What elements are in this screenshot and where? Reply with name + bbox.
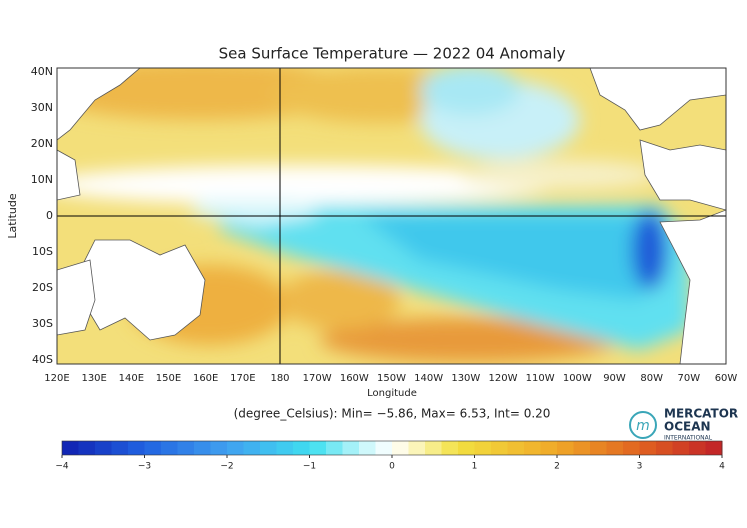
y-tick-label: 30N — [31, 101, 53, 114]
x-tick-label: 120W — [489, 373, 518, 384]
x-tick-label: 180 — [270, 373, 289, 384]
colorbar-swatch — [359, 441, 376, 455]
colorbar-swatch — [441, 441, 459, 455]
logo-glyph: m — [636, 418, 650, 434]
colorbar-swatch — [491, 441, 508, 455]
y-tick-label: 10S — [32, 245, 53, 258]
logo: m MERCATOR OCEAN INTERNATIONAL — [629, 407, 738, 442]
colorbar-swatch — [425, 441, 442, 455]
colorbar-tick-label: −1 — [303, 462, 316, 472]
y-tick-label: 40N — [31, 65, 53, 78]
y-tick-label: 20S — [32, 281, 53, 294]
colorbar-swatch — [392, 441, 409, 455]
colorbar-swatch — [458, 441, 475, 455]
x-tick-label: 110W — [526, 373, 555, 384]
x-tick-label: 170E — [230, 373, 255, 384]
colorbar-swatch — [557, 441, 574, 455]
y-tick-label: 10N — [31, 173, 53, 186]
x-tick-label: 140E — [119, 373, 144, 384]
colorbar-swatch — [227, 441, 244, 455]
x-tick-label: 150W — [377, 373, 406, 384]
stats-caption: (degree_Celsius): Min= −5.86, Max= 6.53,… — [234, 407, 551, 421]
colorbar-swatch — [606, 441, 624, 455]
x-tick-label: 150E — [156, 373, 181, 384]
colorbar-swatch — [177, 441, 195, 455]
y-tick-label: 0 — [46, 209, 53, 222]
colorbar-swatch — [293, 441, 310, 455]
colorbar-swatch — [194, 441, 211, 455]
colorbar-swatch — [573, 441, 591, 455]
colorbar-swatch — [326, 441, 343, 455]
colorbar-swatch — [540, 441, 558, 455]
colorbar-swatch — [260, 441, 277, 455]
colorbar-tick-label: −4 — [55, 462, 69, 472]
colorbar-tick-label: 0 — [389, 462, 395, 472]
colorbar-tick-label: 4 — [719, 462, 725, 472]
x-tick-label: 130E — [81, 373, 106, 384]
sst-field — [57, 68, 726, 364]
x-tick-label: 70W — [678, 373, 701, 384]
colorbar-swatch — [95, 441, 112, 455]
colorbar-swatch — [623, 441, 640, 455]
colorbar-swatch — [309, 441, 327, 455]
x-tick-label: 80W — [640, 373, 663, 384]
colorbar-swatch — [210, 441, 228, 455]
x-tick-label: 160E — [193, 373, 218, 384]
x-tick-label: 100W — [563, 373, 592, 384]
x-tick-label: 130W — [451, 373, 480, 384]
x-tick-label: 160W — [340, 373, 369, 384]
title: Sea Surface Temperature — 2022 04 Anomal… — [219, 45, 566, 63]
colorbar-swatch — [656, 441, 673, 455]
colorbar-swatch — [62, 441, 79, 455]
map-frame — [56, 67, 727, 365]
x-tick-label: 120E — [44, 373, 69, 384]
colorbar-swatch — [243, 441, 261, 455]
y-axis-label: Latitude — [6, 193, 19, 239]
colorbar-swatch — [375, 441, 393, 455]
colorbar-swatch — [507, 441, 525, 455]
x-axis-label: Longitude — [367, 388, 417, 399]
colorbar-swatch — [524, 441, 541, 455]
x-tick-label: 60W — [715, 373, 738, 384]
colorbar-swatch — [474, 441, 492, 455]
colorbar-tick-label: 3 — [637, 462, 643, 472]
x-tick-label: 140W — [414, 373, 443, 384]
colorbar-swatch — [408, 441, 426, 455]
colorbar-swatch — [111, 441, 129, 455]
colorbar-swatch — [276, 441, 294, 455]
logo-text: MERCATOR — [664, 407, 738, 421]
colorbar-tick-label: −2 — [220, 462, 233, 472]
colorbar-tick-label: 1 — [472, 462, 478, 472]
land — [57, 68, 726, 364]
y-tick-label: 30S — [32, 317, 53, 330]
colorbar-swatch — [705, 441, 723, 455]
colorbar-swatch — [128, 441, 145, 455]
x-tick-label: 170W — [303, 373, 332, 384]
colorbar-swatch — [78, 441, 96, 455]
y-tick-label: 40S — [32, 353, 53, 366]
logo-mark — [629, 411, 657, 439]
y-tick-label: 20N — [31, 137, 53, 150]
colorbar-swatch — [639, 441, 657, 455]
colorbar-swatch — [689, 441, 706, 455]
colorbar-tick-label: 2 — [554, 462, 560, 472]
colorbar-tick-label: −3 — [138, 462, 151, 472]
x-tick-label: 90W — [603, 373, 626, 384]
colorbar-swatch — [590, 441, 607, 455]
colorbar-swatch — [342, 441, 360, 455]
colorbar-swatch — [144, 441, 162, 455]
logo-text: OCEAN — [664, 420, 711, 434]
logo-text: INTERNATIONAL — [664, 435, 713, 442]
colorbar-swatch — [672, 441, 690, 455]
colorbar-swatch — [161, 441, 178, 455]
